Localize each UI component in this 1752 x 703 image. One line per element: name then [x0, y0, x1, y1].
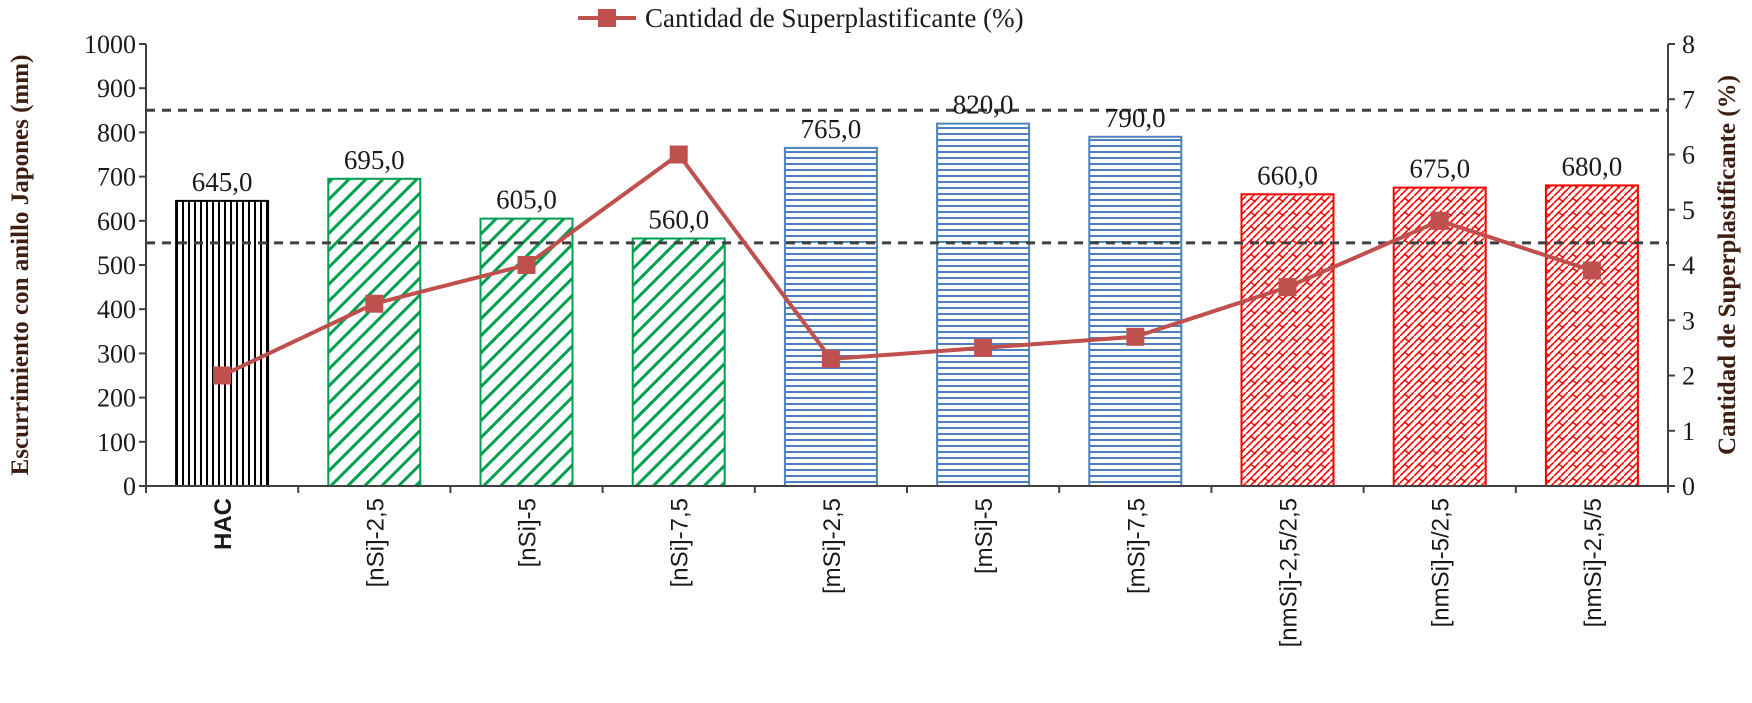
- superplasticizer-point: [1430, 211, 1449, 230]
- y-tick-label: 500: [97, 251, 136, 280]
- y2-tick-label: 1: [1682, 417, 1695, 446]
- bar-value-label: 820,0: [953, 90, 1014, 120]
- legend-label: Cantidad de Superplastificante (%): [645, 3, 1024, 33]
- bar: [1240, 193, 1335, 488]
- bar: [936, 122, 1031, 487]
- bar: [327, 177, 422, 488]
- bar-value-label: 645,0: [192, 167, 253, 197]
- bar: [631, 237, 726, 487]
- y-tick-label: 400: [97, 295, 136, 324]
- x-tick-label: [nmSi]-2,5/2,5: [1276, 498, 1303, 647]
- x-tick-label: [mSi]-5: [971, 498, 998, 574]
- superplasticizer-point: [974, 338, 993, 357]
- y-tick-label: 1000: [84, 30, 136, 59]
- bar: [1392, 186, 1487, 487]
- bar-value-label: 605,0: [496, 185, 557, 215]
- bar-value-label: 660,0: [1257, 160, 1318, 190]
- bar-value-label: 695,0: [344, 145, 405, 175]
- x-tick-labels: HAC [nSi]-2,5 [nSi]-5 [nSi]-7,5 [mSi]-2,5 [mS…: [210, 498, 1607, 647]
- superplasticizer-point: [821, 349, 840, 368]
- bar-value-labels: 645,0 695,0 605,0 560,0 765,0 820,0 790,0 660,0…: [192, 90, 1623, 235]
- x-tick-label: [nSi]-5: [515, 498, 542, 567]
- y2-tick-label: 3: [1682, 306, 1695, 335]
- bar-value-label: 765,0: [801, 114, 862, 144]
- x-tick-label: [mSi]-2,5: [819, 498, 846, 594]
- y2-tick-label: 7: [1682, 85, 1695, 114]
- y-tick-label: 800: [97, 118, 136, 147]
- y-tick-label: 0: [123, 472, 136, 501]
- superplasticizer-point: [1126, 327, 1145, 346]
- y-tick-label: 600: [97, 207, 136, 236]
- y2-tick-label: 5: [1682, 196, 1695, 225]
- y-tick-label: 900: [97, 74, 136, 103]
- y2-tick-label: 8: [1682, 30, 1695, 59]
- x-tick-label: [mSi]-7,5: [1123, 498, 1150, 594]
- bar-value-label: 675,0: [1409, 154, 1470, 184]
- x-tick-label: [nSi]-2,5: [362, 498, 389, 587]
- x-tick-label: HAC: [210, 498, 237, 550]
- y2-tick-label: 6: [1682, 141, 1695, 170]
- bar: [175, 199, 270, 487]
- superplasticizer-point: [213, 366, 232, 385]
- legend: Cantidad de Superplastificante (%): [578, 3, 1024, 33]
- y2-tick-label: 2: [1682, 362, 1695, 391]
- x-tick-label: [nmSi]-5/2,5: [1428, 498, 1455, 627]
- superplasticizer-point: [1278, 278, 1297, 297]
- superplasticizer-line: [221, 151, 1593, 378]
- y-tick-labels: 0 100 200 300 400 500 600 700 800 900 1000: [84, 30, 136, 501]
- bar-value-label: 680,0: [1562, 151, 1623, 181]
- x-tick-label: [nmSi]-2,5/5: [1580, 498, 1607, 627]
- line-series: [213, 145, 1601, 385]
- bars: [175, 122, 1639, 488]
- superplasticizer-point: [669, 145, 688, 164]
- y2-tick-labels: 0 1 2 3 4 5 6 7 8: [1682, 30, 1695, 501]
- bar-value-label: 560,0: [648, 205, 709, 235]
- bar-value-label: 790,0: [1105, 103, 1166, 133]
- y-tick-label: 100: [97, 428, 136, 457]
- y2-tick-label: 0: [1682, 472, 1695, 501]
- reference-lines: [146, 108, 1668, 245]
- axes: [139, 43, 1675, 493]
- y2-tick-label: 4: [1682, 251, 1695, 280]
- y-axis-title: Escurrimiento con anillo Japones (mm): [7, 55, 34, 476]
- y-tick-label: 200: [97, 384, 136, 413]
- legend-marker-swatch: [598, 9, 616, 27]
- superplasticizer-point: [517, 256, 536, 274]
- x-tick-label: [nSi]-7,5: [667, 498, 694, 587]
- superplasticizer-point: [365, 294, 384, 313]
- y2-axis-title: Cantidad de Superplastificante (%): [1714, 75, 1741, 455]
- y-tick-label: 300: [97, 339, 136, 368]
- superplasticizer-point: [1582, 261, 1601, 280]
- y-tick-label: 700: [97, 163, 136, 192]
- bar: [1088, 135, 1183, 488]
- bar: [1544, 184, 1639, 487]
